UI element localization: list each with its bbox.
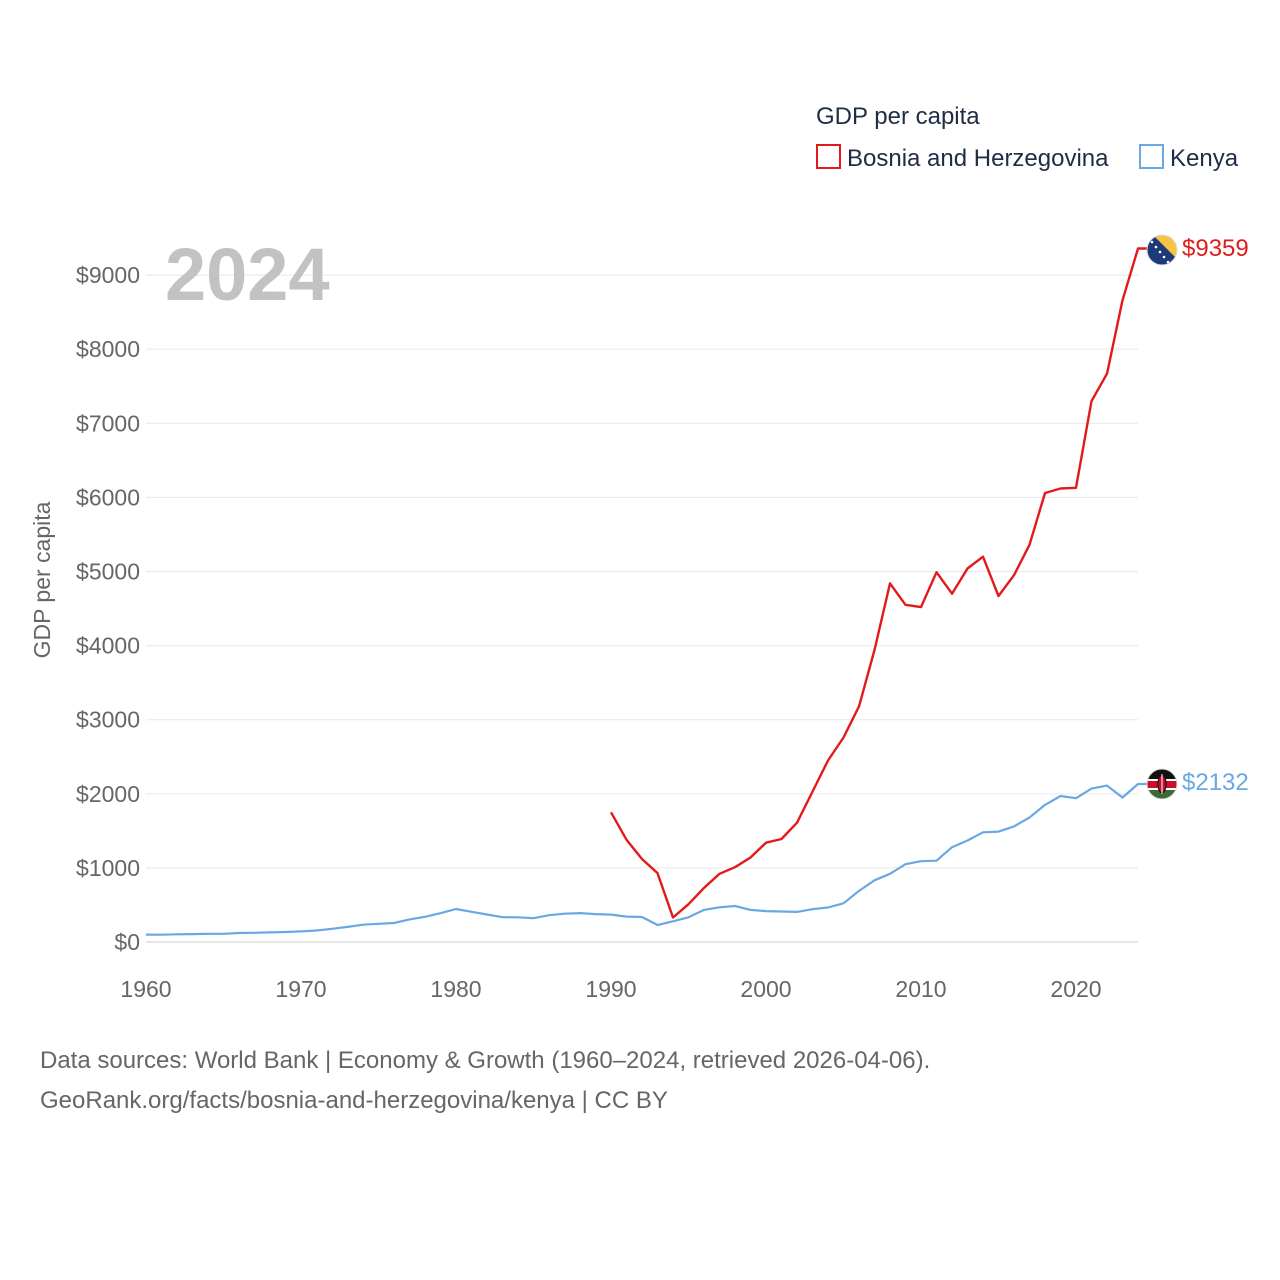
y-tick-label: $7000: [76, 410, 140, 436]
legend-label-kenya[interactable]: Kenya: [1170, 145, 1239, 172]
legend-label-bosnia[interactable]: Bosnia and Herzegovina: [847, 145, 1109, 172]
y-axis-ticks: $0 $1000 $2000 $3000 $4000 $5000 $6000 $7000 $80…: [76, 262, 140, 955]
y-tick-label: $4000: [76, 633, 140, 659]
y-tick-label: $8000: [76, 336, 140, 362]
y-tick-label: $6000: [76, 484, 140, 510]
legend-swatch-bosnia[interactable]: [816, 144, 841, 169]
x-tick-label: 2020: [1050, 976, 1101, 1002]
x-tick-label: 1970: [275, 976, 326, 1002]
end-label-kenya: $2132: [1182, 769, 1249, 796]
y-tick-label: $1000: [76, 855, 140, 881]
y-tick-label: $5000: [76, 559, 140, 585]
footer-link[interactable]: GeoRank.org/facts/bosnia-and-herzegovina…: [40, 1087, 668, 1114]
x-tick-label: 1990: [585, 976, 636, 1002]
y-tick-label: $2000: [76, 781, 140, 807]
kenya-flag-icon: [1146, 768, 1178, 800]
x-tick-label: 1960: [120, 976, 171, 1002]
end-label-bosnia: $9359: [1182, 235, 1249, 262]
series-line-kenya: [145, 782, 1147, 936]
x-tick-label: 2010: [895, 976, 946, 1002]
bosnia-flag-icon: [1146, 234, 1178, 266]
footer-sources: Data sources: World Bank | Economy & Gro…: [40, 1047, 930, 1074]
x-axis-ticks: 1960 1970 1980 1990 2000 2010 2020: [120, 976, 1101, 1002]
y-tick-label: $9000: [76, 262, 140, 288]
year-label: 2024: [165, 233, 330, 316]
x-tick-label: 2000: [740, 976, 791, 1002]
legend-title: GDP per capita: [816, 103, 980, 130]
grid-lines: [146, 274, 1138, 943]
x-tick-label: 1980: [430, 976, 481, 1002]
y-tick-label: $0: [114, 929, 140, 955]
y-axis-label: GDP per capita: [29, 501, 55, 658]
y-tick-label: $3000: [76, 707, 140, 733]
series-line-bosnia: [609, 247, 1147, 919]
legend-swatch-kenya[interactable]: [1139, 144, 1164, 169]
